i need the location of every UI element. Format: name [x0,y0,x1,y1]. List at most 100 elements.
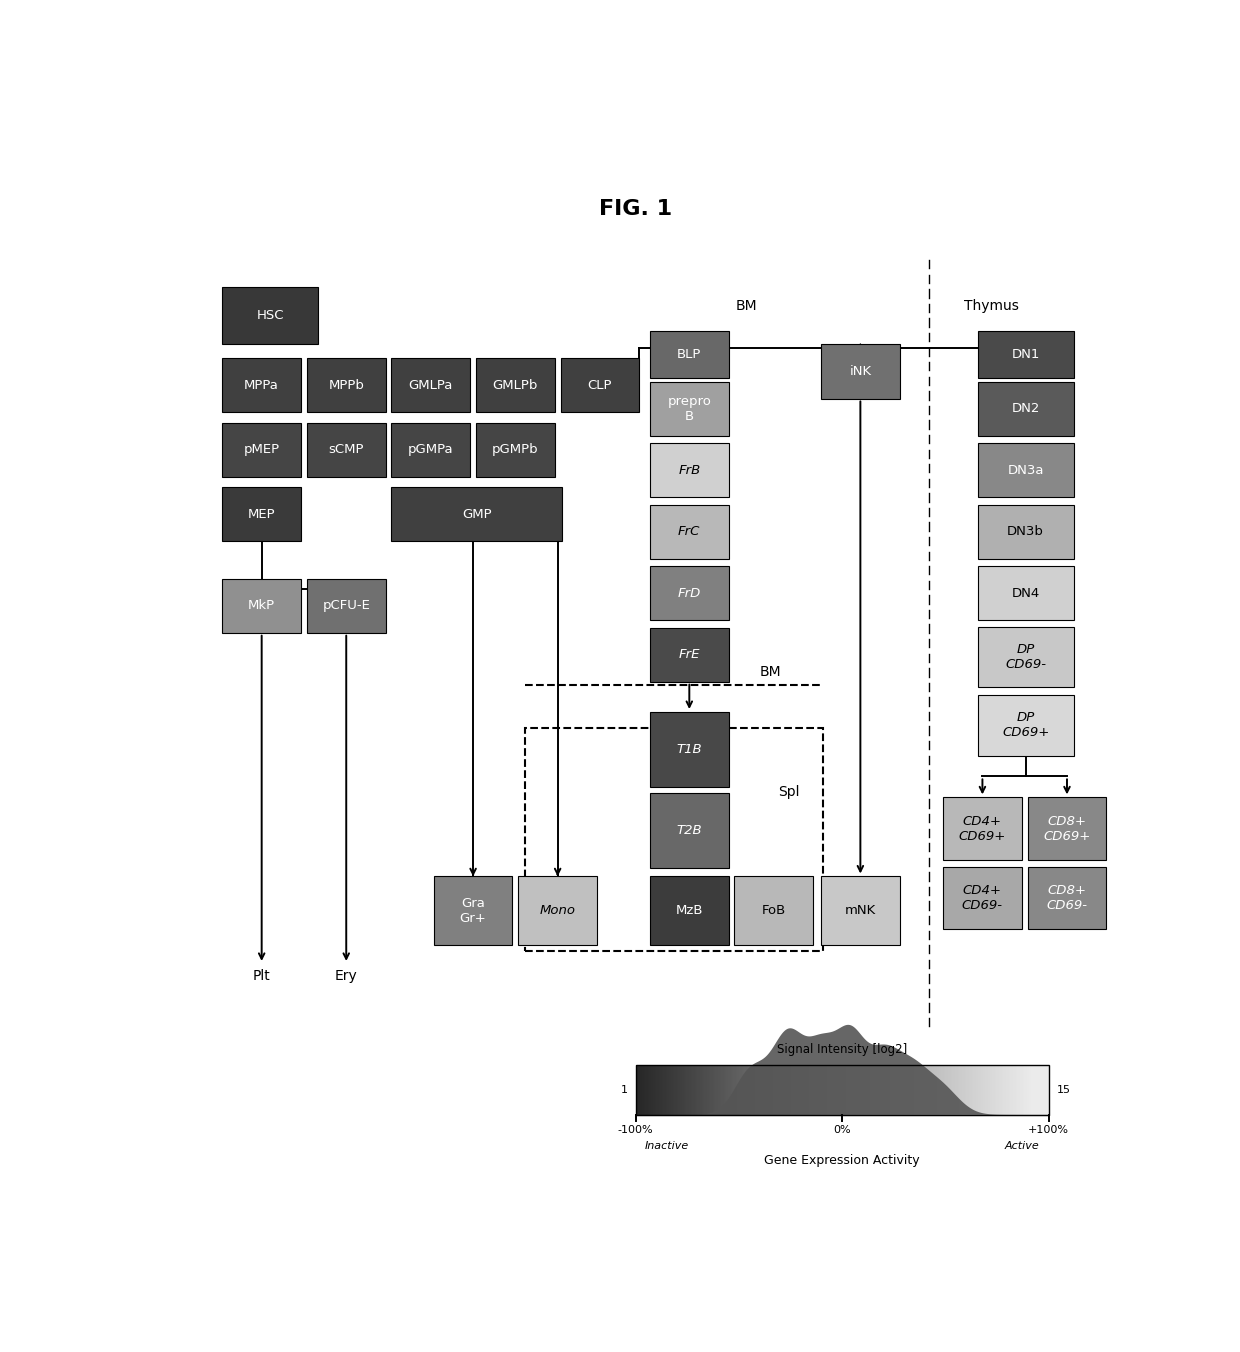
Bar [795,1065,796,1115]
Bar [939,1065,940,1115]
Bar [937,1065,939,1115]
FancyBboxPatch shape [222,422,301,477]
Bar [676,1065,677,1115]
FancyBboxPatch shape [734,876,813,945]
Text: Gra
Gr+: Gra Gr+ [460,896,486,925]
Text: T1B: T1B [677,742,702,756]
Bar [987,1065,988,1115]
Bar [647,1065,650,1115]
Bar [944,1065,945,1115]
Bar [925,1065,926,1115]
Bar [692,1065,693,1115]
Bar [656,1065,657,1115]
Bar [966,1065,967,1115]
Bar [1038,1065,1039,1115]
Text: prepro
B: prepro B [667,395,712,423]
FancyBboxPatch shape [821,876,900,945]
Text: 15: 15 [1056,1084,1070,1095]
Bar [750,1065,751,1115]
Bar [975,1065,976,1115]
Bar [651,1065,652,1115]
Bar [838,1065,839,1115]
Bar [743,1065,744,1115]
Bar [1025,1065,1027,1115]
Bar [717,1065,718,1115]
Bar [724,1065,725,1115]
Bar [883,1065,885,1115]
Bar [725,1065,727,1115]
Bar [718,1065,719,1115]
Text: FIG. 1: FIG. 1 [599,199,672,219]
Text: Ery: Ery [335,969,357,983]
Bar [742,1065,743,1115]
Text: FrD: FrD [677,587,701,600]
Bar [901,1065,903,1115]
Bar [841,1065,842,1115]
Bar [856,1065,857,1115]
Bar [992,1065,993,1115]
Bar [637,1065,639,1115]
Bar [780,1065,781,1115]
Bar [727,1065,728,1115]
Bar [671,1065,672,1115]
Bar [1019,1065,1022,1115]
FancyBboxPatch shape [222,579,301,633]
Bar [1029,1065,1030,1115]
Bar [942,1065,944,1115]
Bar [684,1065,687,1115]
FancyBboxPatch shape [392,422,470,477]
Bar [993,1065,994,1115]
Bar [713,1065,714,1115]
Bar [707,1065,708,1115]
Text: DN3b: DN3b [1007,526,1044,538]
Bar [910,1065,911,1115]
Bar [771,1065,774,1115]
Bar [965,1065,966,1115]
FancyBboxPatch shape [434,876,512,945]
Bar [837,1065,838,1115]
Bar [1018,1065,1019,1115]
Bar [962,1065,963,1115]
Bar [999,1065,1001,1115]
Text: CD8+
CD69+: CD8+ CD69+ [1043,814,1091,842]
Bar [911,1065,913,1115]
Bar [851,1065,852,1115]
Bar [952,1065,954,1115]
Bar [749,1065,750,1115]
Bar [790,1065,791,1115]
Bar [945,1065,947,1115]
Bar [755,1065,756,1115]
FancyBboxPatch shape [560,358,640,412]
Bar [914,1065,915,1115]
Bar [935,1065,936,1115]
Bar [915,1065,916,1115]
Text: iNK: iNK [849,365,872,379]
Text: Active: Active [1004,1141,1039,1151]
Bar [1032,1065,1034,1115]
Bar [719,1065,720,1115]
Bar [688,1065,689,1115]
Bar [1039,1065,1040,1115]
Bar [853,1065,854,1115]
Bar [892,1065,893,1115]
Bar [1013,1065,1014,1115]
Bar [830,1065,831,1115]
Bar [866,1065,867,1115]
Bar [779,1065,780,1115]
Bar [720,1065,722,1115]
Text: sCMP: sCMP [329,443,365,456]
Text: MEP: MEP [248,507,275,521]
Bar [708,1065,709,1115]
FancyBboxPatch shape [942,867,1022,929]
Bar [703,1065,704,1115]
Bar [641,1065,642,1115]
Bar [794,1065,795,1115]
Text: pCFU-E: pCFU-E [322,599,371,612]
Bar [730,1065,732,1115]
Bar [821,1065,823,1115]
Bar [954,1065,955,1115]
Bar [894,1065,895,1115]
Bar [640,1065,641,1115]
Text: BM: BM [759,665,781,679]
Bar [808,1065,811,1115]
